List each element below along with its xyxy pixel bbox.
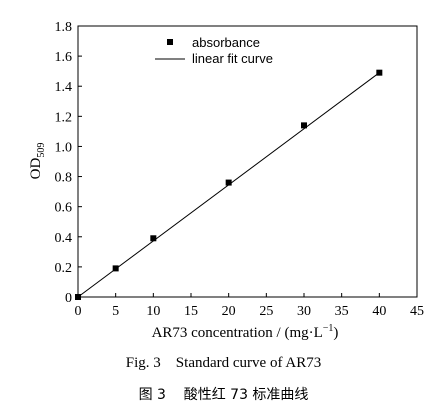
y-tick-label: 1.4: [55, 80, 73, 95]
chart-svg: 0 0.2 0.4 0.6 0.8 1.0 1.2 1.4 1.6 1.8 0 5 10 15 20 25 3…: [28, 20, 424, 341]
series-layer: [75, 69, 383, 300]
axes: [77, 25, 418, 298]
y-tick-label: 1.0: [55, 140, 73, 155]
x-tick-label: 35: [335, 304, 349, 319]
figure-caption-chinese: 图 3 酸性红 73 标准曲线: [138, 387, 309, 403]
y-axis-label: OD509: [28, 143, 47, 180]
y-axis-label-sub: 509: [36, 143, 47, 158]
y-tick-label: 1.8: [55, 20, 73, 35]
x-axis-label-sup: −1: [323, 323, 334, 334]
legend: absorbance linear fit curve: [155, 35, 273, 66]
x-ticks: 0 5 10 15 20 25 30 35 40 45: [75, 293, 424, 319]
x-tick-label: 0: [75, 304, 82, 319]
y-axis-label-main: OD: [28, 158, 44, 180]
y-tick-label: 0.6: [55, 201, 73, 216]
legend-marker-absorbance: [167, 39, 173, 45]
x-axis-label-main: AR73 concentration / (mg·L: [152, 325, 323, 341]
y-tick-label: 0: [65, 291, 72, 306]
x-axis-label-tail: ): [333, 325, 338, 341]
x-tick-label: 10: [146, 304, 160, 319]
y-tick-label: 0.4: [55, 231, 73, 246]
data-point: [75, 294, 81, 300]
x-tick-label: 40: [372, 304, 386, 319]
x-tick-label: 30: [297, 304, 311, 319]
x-tick-label: 15: [184, 304, 198, 319]
data-point: [150, 235, 157, 242]
y-tick-label: 1.2: [55, 110, 73, 125]
figure-caption-english: Fig. 3 Standard curve of AR73: [125, 355, 322, 371]
x-tick-label: 20: [222, 304, 236, 319]
data-point: [225, 179, 232, 186]
data-point: [376, 69, 383, 76]
x-tick-label: 45: [410, 304, 424, 319]
y-tick-label: 1.6: [55, 50, 73, 65]
legend-label-absorbance: absorbance: [192, 35, 260, 50]
x-tick-label: 5: [112, 304, 119, 319]
y-tick-label: 0.8: [55, 171, 73, 186]
x-tick-label: 25: [259, 304, 273, 319]
y-tick-label: 0.2: [55, 261, 73, 276]
legend-label-fit: linear fit curve: [192, 51, 273, 66]
y-ticks: 0 0.2 0.4 0.6 0.8 1.0 1.2 1.4 1.6 1.8: [55, 20, 82, 306]
x-axis-label: AR73 concentration / (mg·L−1): [152, 323, 339, 341]
data-point: [112, 265, 119, 272]
plot-frame: [77, 25, 418, 298]
data-point: [301, 122, 307, 129]
